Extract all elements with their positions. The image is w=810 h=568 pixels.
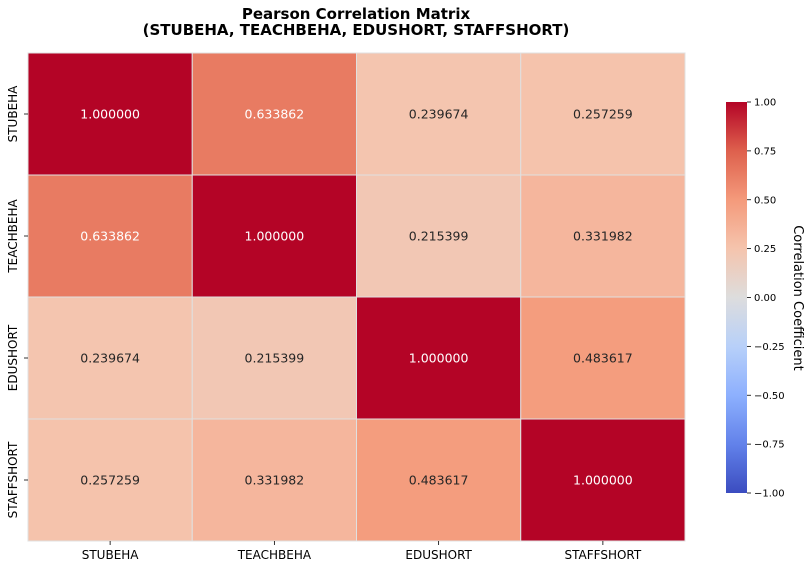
- colorbar-tick-label: 0.50: [754, 195, 776, 206]
- x-tick-label: STUBEHA: [82, 548, 140, 562]
- x-tick-label: STAFFSHORT: [565, 548, 642, 562]
- cell-value-label: 0.483617: [409, 473, 469, 488]
- heatmap-cells: 1.000000 0.633862 0.239674 0.257259 0.633862…: [27, 52, 686, 542]
- heatmap-cell: [356, 174, 522, 298]
- cell-value-label: 0.215399: [245, 351, 305, 366]
- colorbar-tick-label: −0.25: [754, 342, 785, 353]
- colorbar-tick-label: −1.00: [754, 489, 785, 500]
- heatmap-cell: [520, 174, 686, 298]
- colorbar-tick-label: 0.75: [754, 146, 776, 157]
- heatmap-cell: [27, 296, 193, 420]
- colorbar-ticks: 1.00 0.75 0.50 0.25 0.00 −0.25 −0.50 −0.75 −1.00: [747, 98, 785, 500]
- x-tick-label: TEACHBEHA: [237, 548, 312, 562]
- colorbar: 1.00 0.75 0.50 0.25 0.00 −0.25 −0.50 −0.75 −1.00…: [726, 98, 805, 500]
- colorbar-gradient: [726, 102, 747, 493]
- cell-value-label: 0.633862: [245, 107, 305, 122]
- heatmap-cell: [356, 296, 522, 420]
- heatmap-cell: [520, 52, 686, 176]
- chart-subtitle: (STUBEHA, TEACHBEHA, EDUSHORT, STAFFSHOR…: [143, 21, 570, 39]
- y-tick-label: STAFFSHORT: [6, 441, 20, 518]
- chart-title: Pearson Correlation Matrix: [242, 5, 471, 23]
- colorbar-tick-label: 0.25: [754, 244, 776, 255]
- cell-value-label: 0.257259: [573, 107, 633, 122]
- heatmap-cell: [191, 418, 357, 542]
- cell-value-label: 0.633862: [80, 229, 140, 244]
- cell-value-label: 0.331982: [573, 229, 633, 244]
- heatmap-cell: [27, 174, 193, 298]
- colorbar-tick-label: 0.00: [754, 293, 776, 304]
- colorbar-tick-label: 1.00: [754, 98, 776, 109]
- colorbar-title: Correlation Coefficient: [790, 225, 805, 371]
- cell-value-label: 1.000000: [80, 107, 140, 122]
- y-tick-label: STUBEHA: [6, 85, 20, 143]
- cell-value-label: 0.257259: [80, 473, 140, 488]
- y-axis-labels: STUBEHA TEACHBEHA EDUSHORT STAFFSHORT: [6, 85, 28, 518]
- cell-value-label: 0.239674: [409, 107, 469, 122]
- y-tick-label: EDUSHORT: [6, 324, 20, 391]
- cell-value-label: 1.000000: [245, 229, 305, 244]
- cell-value-label: 0.331982: [245, 473, 305, 488]
- heatmap-cell: [356, 418, 522, 542]
- x-tick-label: EDUSHORT: [405, 548, 472, 562]
- cell-value-label: 1.000000: [573, 473, 633, 488]
- cell-value-label: 0.483617: [573, 351, 633, 366]
- cell-value-label: 0.239674: [80, 351, 140, 366]
- heatmap-cell: [27, 418, 193, 542]
- y-tick-label: TEACHBEHA: [6, 199, 20, 274]
- colorbar-tick-label: −0.50: [754, 391, 785, 402]
- heatmap-cell: [520, 418, 686, 542]
- colorbar-tick-label: −0.75: [754, 440, 785, 451]
- x-axis-labels: STUBEHA TEACHBEHA EDUSHORT STAFFSHORT: [82, 541, 642, 562]
- heatmap-cell: [191, 174, 357, 298]
- heatmap-cell: [520, 296, 686, 420]
- cell-value-label: 1.000000: [409, 351, 469, 366]
- cell-value-label: 0.215399: [409, 229, 469, 244]
